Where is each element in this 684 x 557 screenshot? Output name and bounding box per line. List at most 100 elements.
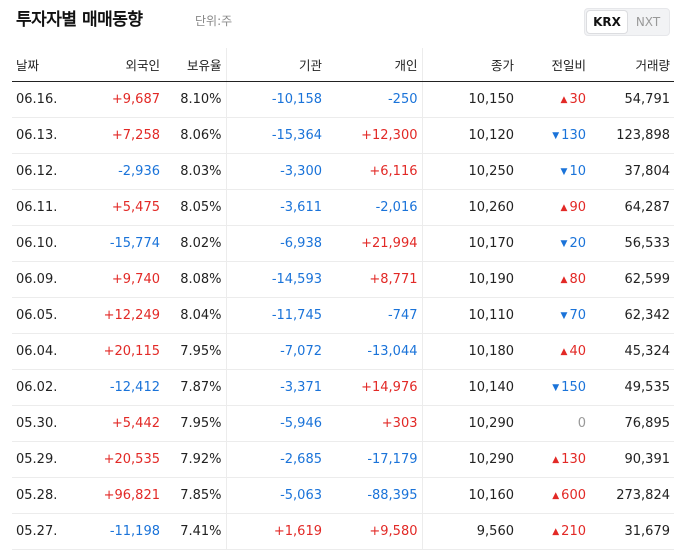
foreign-cell: +12,249: [76, 297, 164, 334]
change-value: 150: [561, 380, 586, 395]
change-value: 70: [569, 308, 586, 323]
change-value: 600: [561, 488, 586, 503]
table-row: 06.09. +9,740 8.08% -14,593 +8,771 10,19…: [12, 261, 674, 298]
triangle-up-icon: ▲: [552, 527, 560, 537]
close-cell: 10,170: [422, 225, 518, 262]
individual-cell: +8,771: [326, 261, 423, 298]
triangle-up-icon: ▲: [560, 203, 568, 213]
volume-cell: 45,324: [590, 333, 674, 370]
market-toggle: KRX NXT: [584, 8, 670, 36]
table-row: 06.13. +7,258 8.06% -15,364 +12,300 10,1…: [12, 117, 674, 154]
close-cell: 10,180: [422, 333, 518, 370]
individual-cell: -747: [326, 297, 423, 334]
foreign-cell: +9,687: [76, 81, 164, 118]
change-cell: ▲ 210: [518, 513, 590, 550]
close-cell: 10,250: [422, 153, 518, 190]
close-cell: 10,110: [422, 297, 518, 334]
triangle-down-icon: ▼: [552, 383, 560, 393]
change-cell: 0: [518, 405, 590, 442]
triangle-up-icon: ▲: [552, 491, 560, 501]
table-row: 06.11. +5,475 8.05% -3,611 -2,016 10,260…: [12, 189, 674, 226]
foreign-cell: +9,740: [76, 261, 164, 298]
table-row: 05.29. +20,535 7.92% -2,685 -17,179 10,2…: [12, 441, 674, 478]
individual-cell: +303: [326, 405, 423, 442]
table-row: 05.27. -11,198 7.41% +1,619 +9,580 9,560…: [12, 513, 674, 550]
close-cell: 10,290: [422, 441, 518, 478]
triangle-up-icon: ▲: [552, 455, 560, 465]
holding-cell: 8.08%: [164, 261, 227, 298]
tab-krx[interactable]: KRX: [587, 11, 627, 33]
individual-cell: -88,395: [326, 477, 423, 514]
close-cell: 10,290: [422, 405, 518, 442]
change-value: 20: [569, 236, 586, 251]
foreign-cell: -12,412: [76, 369, 164, 406]
date-cell: 06.16.: [12, 81, 76, 118]
volume-cell: 64,287: [590, 189, 674, 226]
holding-cell: 7.85%: [164, 477, 227, 514]
change-value: 130: [561, 128, 586, 143]
change-value: 40: [569, 344, 586, 359]
institution-cell: -3,300: [226, 153, 326, 190]
date-cell: 05.27.: [12, 513, 76, 550]
change-value: 10: [569, 164, 586, 179]
date-cell: 06.13.: [12, 117, 76, 154]
table-row: 06.10. -15,774 8.02% -6,938 +21,994 10,1…: [12, 225, 674, 262]
change-cell: ▲ 80: [518, 261, 590, 298]
volume-cell: 62,599: [590, 261, 674, 298]
col-holding: 보유율: [164, 48, 227, 82]
volume-cell: 273,824: [590, 477, 674, 514]
volume-cell: 31,679: [590, 513, 674, 550]
holding-cell: 8.03%: [164, 153, 227, 190]
holding-cell: 8.02%: [164, 225, 227, 262]
holding-cell: 7.41%: [164, 513, 227, 550]
individual-cell: +21,994: [326, 225, 423, 262]
change-value: 80: [569, 272, 586, 287]
holding-cell: 8.06%: [164, 117, 227, 154]
foreign-cell: -15,774: [76, 225, 164, 262]
triangle-down-icon: ▼: [560, 239, 568, 249]
volume-cell: 76,895: [590, 405, 674, 442]
holding-cell: 8.05%: [164, 189, 227, 226]
institution-cell: -15,364: [226, 117, 326, 154]
col-individual: 개인: [326, 48, 423, 82]
table-row: 05.28. +96,821 7.85% -5,063 -88,395 10,1…: [12, 477, 674, 514]
col-change: 전일비: [518, 48, 590, 82]
holding-cell: 7.95%: [164, 333, 227, 370]
triangle-up-icon: ▲: [560, 95, 568, 105]
col-volume: 거래량: [590, 48, 674, 82]
triangle-up-icon: ▲: [560, 347, 568, 357]
holding-cell: 7.95%: [164, 405, 227, 442]
holding-cell: 7.87%: [164, 369, 227, 406]
volume-cell: 62,342: [590, 297, 674, 334]
volume-cell: 90,391: [590, 441, 674, 478]
foreign-cell: +5,475: [76, 189, 164, 226]
close-cell: 10,160: [422, 477, 518, 514]
table-row: 06.12. -2,936 8.03% -3,300 +6,116 10,250…: [12, 153, 674, 190]
col-date: 날짜: [12, 48, 76, 82]
individual-cell: -2,016: [326, 189, 423, 226]
tab-nxt[interactable]: NXT: [635, 15, 661, 29]
close-cell: 10,150: [422, 81, 518, 118]
date-cell: 06.05.: [12, 297, 76, 334]
table-row: 06.05. +12,249 8.04% -11,745 -747 10,110…: [12, 297, 674, 334]
change-cell: ▲ 40: [518, 333, 590, 370]
individual-cell: +14,976: [326, 369, 423, 406]
close-cell: 9,560: [422, 513, 518, 550]
change-value: 30: [569, 92, 586, 107]
investor-trading-table: 날짜 외국인 보유율 기관 개인 종가 전일비 거래량 06.16. +9,68…: [12, 48, 674, 550]
holding-cell: 8.10%: [164, 81, 227, 118]
foreign-cell: -11,198: [76, 513, 164, 550]
table-header-row: 날짜 외국인 보유율 기관 개인 종가 전일비 거래량: [12, 48, 674, 82]
triangle-down-icon: ▼: [560, 167, 568, 177]
change-value: 0: [577, 416, 586, 431]
institution-cell: +1,619: [226, 513, 326, 550]
close-cell: 10,140: [422, 369, 518, 406]
table-row: 06.02. -12,412 7.87% -3,371 +14,976 10,1…: [12, 369, 674, 406]
change-cell: ▲ 600: [518, 477, 590, 514]
volume-cell: 54,791: [590, 81, 674, 118]
volume-cell: 49,535: [590, 369, 674, 406]
date-cell: 06.02.: [12, 369, 76, 406]
date-cell: 06.09.: [12, 261, 76, 298]
date-cell: 06.10.: [12, 225, 76, 262]
change-cell: ▲ 90: [518, 189, 590, 226]
